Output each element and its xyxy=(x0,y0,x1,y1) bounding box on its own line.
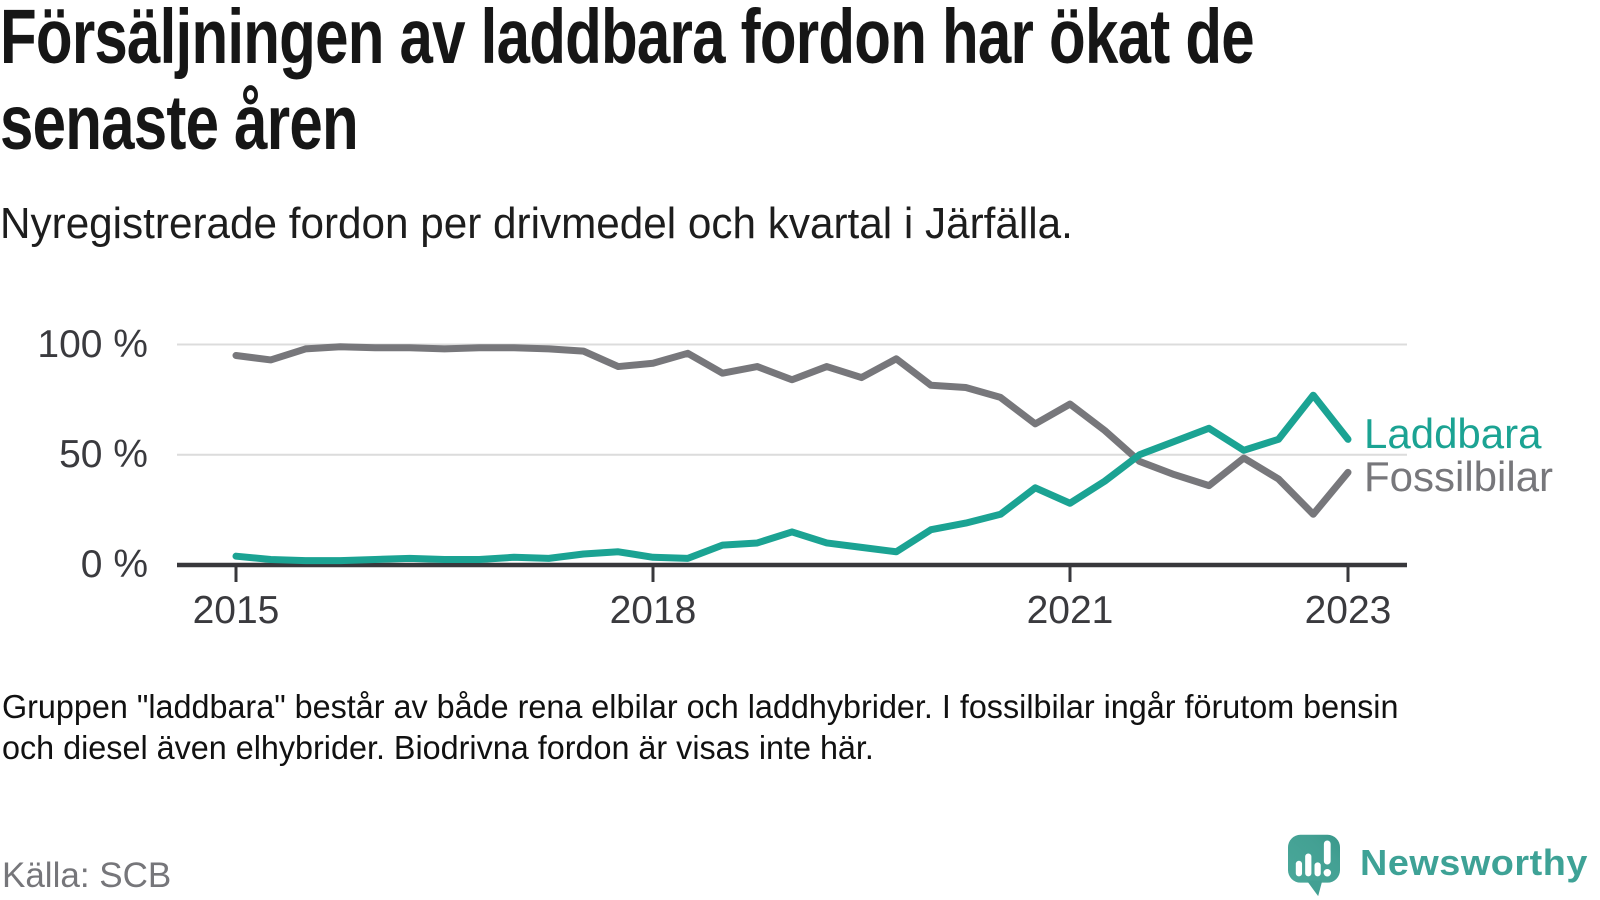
footnote-line-1: Gruppen "laddbara" består av både rena e… xyxy=(2,688,1399,725)
logo-exclamation-dot xyxy=(1323,869,1332,877)
title-line-1: Försäljningen av laddbara fordon har öka… xyxy=(0,0,1255,80)
y-tick-label-50: 50 % xyxy=(59,432,148,476)
y-tick-label-0: 0 % xyxy=(80,543,148,586)
chart-series-lines xyxy=(232,343,1352,565)
logo-bar-3 xyxy=(1314,862,1321,877)
newsworthy-logo-icon xyxy=(1288,834,1340,897)
page-title: Försäljningen av laddbara fordon har öka… xyxy=(0,0,1599,166)
logo-bar-2 xyxy=(1305,853,1312,877)
x-tick-label-2015: 2015 xyxy=(192,589,280,632)
series-line-laddbara xyxy=(232,391,1352,565)
title-line-2: senaste åren xyxy=(0,80,359,166)
footnote: Gruppen "laddbara" består av både rena e… xyxy=(2,686,1550,768)
series-line-fossilbilar xyxy=(232,343,1352,518)
source-label: Källa: SCB xyxy=(2,856,172,895)
line-chart xyxy=(177,343,1407,582)
footnote-line-2: och diesel även elhybrider. Biodrivna fo… xyxy=(2,729,874,766)
x-tick-label-2023: 2023 xyxy=(1304,589,1392,632)
newsworthy-branding: Newsworthy xyxy=(1288,834,1587,898)
y-tick-label-100: 100 % xyxy=(37,322,148,366)
logo-exclamation-bar xyxy=(1323,840,1331,865)
newsworthy-wordmark: Newsworthy xyxy=(1360,842,1588,883)
logo-bar-1 xyxy=(1295,860,1303,877)
legend-label-fossilbilar: Fossilbilar xyxy=(1364,453,1554,500)
x-axis-ticks xyxy=(234,565,1350,582)
x-tick-label-2018: 2018 xyxy=(609,589,697,632)
chart-subtitle: Nyregistrerade fordon per drivmedel och … xyxy=(0,199,1073,248)
legend-label-laddbara: Laddbara xyxy=(1364,410,1542,457)
x-tick-label-2021: 2021 xyxy=(1026,589,1114,632)
